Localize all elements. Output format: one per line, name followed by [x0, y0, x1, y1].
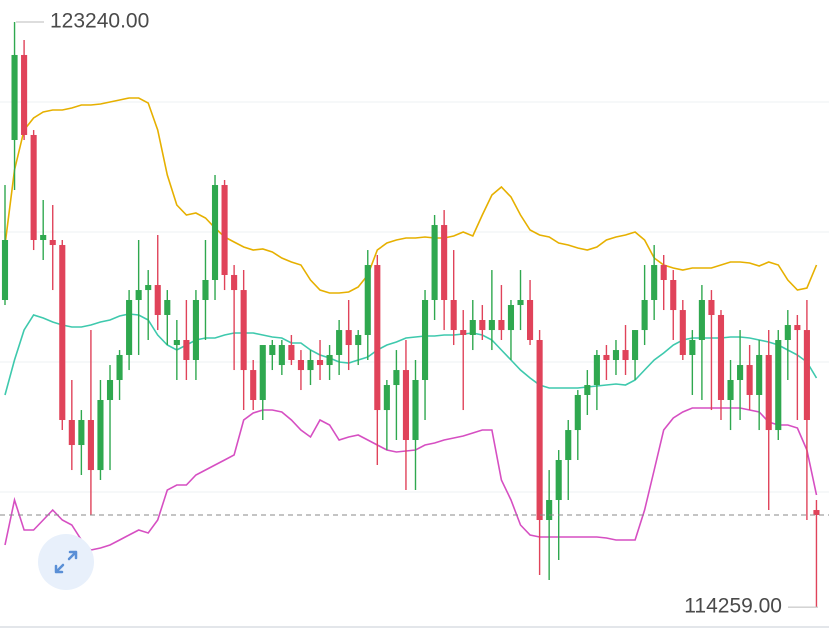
candles [0, 22, 829, 608]
candle-body [383, 385, 390, 411]
candle-body [574, 394, 581, 431]
candle-body [421, 300, 429, 381]
candle-body [746, 365, 753, 395]
candle-body [221, 185, 228, 275]
candle-body [30, 134, 37, 241]
high-label: 123240.00 [50, 10, 149, 33]
candle-body [269, 345, 276, 355]
band-line [4, 407, 818, 551]
candle-body [393, 370, 400, 386]
candle-body [813, 510, 820, 515]
candle-body [450, 300, 457, 331]
candle-body [59, 245, 66, 421]
candle-body [469, 320, 476, 335]
candle-body [517, 300, 524, 306]
candle-body [737, 365, 744, 381]
candle-body [240, 290, 247, 371]
candle-body [183, 340, 190, 361]
candle-body [660, 265, 667, 281]
candle-body [21, 54, 28, 135]
candle-body [402, 370, 410, 441]
candle-body [116, 354, 123, 381]
candle-body [784, 325, 791, 341]
candle-body [1, 240, 9, 301]
candle-body [316, 360, 324, 366]
candle-body [97, 400, 104, 471]
candle-body [460, 330, 467, 335]
grid [0, 101, 829, 493]
candle-body [154, 285, 161, 315]
candle-body [336, 330, 343, 355]
candle-body [326, 354, 333, 366]
candle-body [612, 350, 620, 361]
candle-body [698, 300, 705, 341]
candle-body [173, 340, 180, 346]
candle-body [78, 420, 85, 446]
candle-body [278, 345, 285, 366]
candle-body [49, 240, 56, 246]
candle-body [479, 320, 486, 331]
candle-body [288, 345, 295, 361]
candle-body [651, 265, 658, 301]
candle-body [708, 300, 715, 315]
candle-body [259, 345, 266, 401]
candle-body [364, 265, 371, 335]
candle-body [488, 320, 495, 331]
candle-body [679, 310, 686, 355]
candle-body [756, 354, 763, 395]
candle-body [145, 285, 152, 291]
candle-body [412, 380, 419, 441]
candle-body [431, 225, 438, 301]
candle-body [775, 340, 782, 431]
expand-button[interactable] [38, 534, 94, 590]
candle-body [536, 340, 543, 521]
band-line [4, 97, 818, 294]
candle-body [727, 380, 734, 401]
candle-body [794, 325, 801, 331]
low-label: 114259.00 [684, 595, 782, 618]
candle-body [507, 305, 515, 331]
candle-body [202, 280, 209, 301]
candle-body [717, 314, 725, 401]
candle-body [211, 185, 219, 281]
candle-body [87, 420, 94, 471]
candle-body [527, 300, 534, 341]
candle-body [593, 354, 600, 386]
candle-body [565, 430, 572, 461]
candle-body [803, 330, 810, 421]
candle-body [546, 500, 553, 521]
candle-body [345, 330, 352, 346]
candle-body [584, 385, 591, 395]
candle-body [40, 234, 47, 241]
candle-body [297, 360, 304, 371]
candle-body [498, 320, 505, 331]
candle-body [632, 330, 639, 361]
candle-body [68, 420, 75, 446]
candle-body [231, 274, 238, 291]
candle-body [307, 360, 314, 371]
candle-body [106, 380, 114, 401]
candle-body [192, 300, 199, 361]
candle-body [374, 265, 381, 411]
candle-body [555, 460, 562, 501]
candle-body [164, 300, 171, 315]
candle-body [126, 300, 133, 355]
candle-body [622, 350, 629, 361]
candle-body [250, 370, 257, 401]
candle-body [355, 334, 362, 346]
candle-body [765, 354, 772, 431]
candle-body [689, 340, 696, 355]
candle-body [670, 280, 677, 311]
candle-body [441, 225, 448, 301]
candle-body [135, 290, 142, 301]
labels: 123240.00 114259.00 [16, 10, 818, 618]
candle-body [603, 354, 610, 361]
candle-body [11, 54, 18, 141]
candle-body [641, 300, 648, 331]
